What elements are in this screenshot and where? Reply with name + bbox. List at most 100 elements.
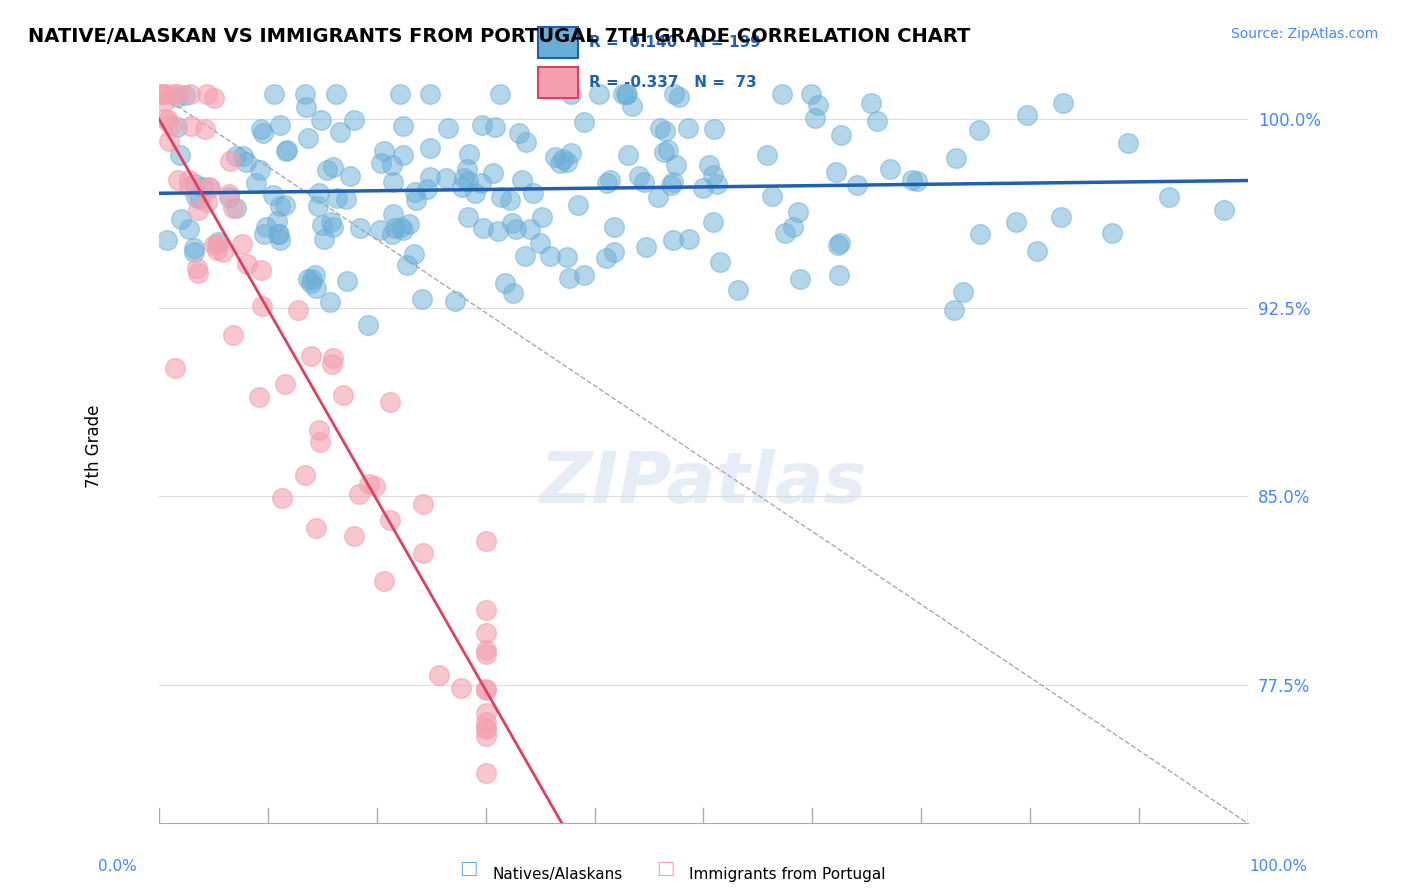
Point xyxy=(560,145,582,160)
Point xyxy=(491,189,513,203)
Point xyxy=(538,249,561,263)
Point xyxy=(357,318,380,333)
Point xyxy=(510,173,533,187)
Point xyxy=(389,220,412,235)
Point xyxy=(786,205,808,219)
Point xyxy=(474,643,496,657)
Point xyxy=(322,219,344,234)
Point xyxy=(676,121,699,136)
Point xyxy=(412,497,434,511)
Point xyxy=(252,299,274,313)
Point xyxy=(276,143,298,157)
Point xyxy=(184,190,207,204)
Point xyxy=(304,268,326,282)
Point xyxy=(177,222,200,236)
Point xyxy=(404,186,426,200)
Point xyxy=(451,180,474,194)
Point xyxy=(162,87,184,101)
Point xyxy=(179,172,201,186)
Point xyxy=(544,150,567,164)
Point xyxy=(434,171,457,186)
Text: 100.0%: 100.0% xyxy=(1250,859,1308,874)
Point xyxy=(179,179,201,194)
Point xyxy=(198,181,221,195)
Point xyxy=(249,122,271,136)
Point xyxy=(381,207,404,221)
Point xyxy=(650,121,672,136)
Point xyxy=(803,112,825,126)
Point xyxy=(405,194,427,208)
Point xyxy=(166,120,188,135)
Point xyxy=(322,351,344,365)
Point xyxy=(232,149,254,163)
Point xyxy=(488,87,510,101)
Point xyxy=(596,176,619,190)
Point xyxy=(169,148,191,162)
Point xyxy=(342,529,364,543)
Point xyxy=(827,268,849,282)
Point xyxy=(458,146,481,161)
Point xyxy=(193,179,215,194)
Point xyxy=(828,236,851,251)
Point xyxy=(633,175,655,189)
Point xyxy=(205,237,228,252)
Point xyxy=(349,221,371,235)
Point xyxy=(662,87,685,101)
Point xyxy=(252,126,274,140)
Point xyxy=(266,214,288,228)
Point xyxy=(179,87,201,101)
Point xyxy=(382,175,405,189)
Point xyxy=(474,602,496,616)
Point xyxy=(308,423,330,437)
Point xyxy=(254,219,277,234)
Point xyxy=(329,125,352,139)
Point xyxy=(187,266,209,280)
Point xyxy=(404,247,426,261)
Point xyxy=(187,203,209,218)
Point xyxy=(380,513,402,527)
Point xyxy=(202,91,225,105)
Point xyxy=(702,168,724,182)
Point xyxy=(905,174,928,188)
Point xyxy=(304,281,326,295)
Y-axis label: 7th Grade: 7th Grade xyxy=(86,404,103,488)
Point xyxy=(157,134,180,148)
Point xyxy=(830,128,852,143)
Point xyxy=(212,245,235,260)
Point xyxy=(457,174,479,188)
Point xyxy=(269,118,291,132)
Point xyxy=(474,683,496,698)
Text: NATIVE/ALASKAN VS IMMIGRANTS FROM PORTUGAL 7TH GRADE CORRELATION CHART: NATIVE/ALASKAN VS IMMIGRANTS FROM PORTUG… xyxy=(28,27,970,45)
Point xyxy=(380,395,402,409)
Point xyxy=(501,216,523,230)
Point xyxy=(165,360,187,375)
Point xyxy=(1213,202,1236,217)
Text: Source: ZipAtlas.com: Source: ZipAtlas.com xyxy=(1230,27,1378,41)
Point xyxy=(560,87,582,101)
Point xyxy=(942,303,965,318)
Text: □: □ xyxy=(460,859,478,878)
FancyBboxPatch shape xyxy=(538,67,578,98)
Point xyxy=(657,143,679,157)
Point xyxy=(207,235,229,249)
Point xyxy=(183,241,205,255)
Point xyxy=(419,170,441,185)
Point xyxy=(308,186,330,200)
Point xyxy=(156,112,179,127)
Point xyxy=(295,100,318,114)
Point xyxy=(398,218,420,232)
Point xyxy=(381,158,404,172)
Point xyxy=(269,233,291,247)
Point xyxy=(456,162,478,177)
Point xyxy=(945,151,967,165)
Point xyxy=(474,706,496,721)
Point xyxy=(444,294,467,309)
Point xyxy=(825,165,848,179)
Point xyxy=(1026,244,1049,258)
Point xyxy=(321,357,343,371)
Point xyxy=(612,87,634,101)
Point xyxy=(1017,108,1039,122)
Point xyxy=(262,188,284,202)
Point xyxy=(274,145,297,159)
Point xyxy=(789,272,811,286)
